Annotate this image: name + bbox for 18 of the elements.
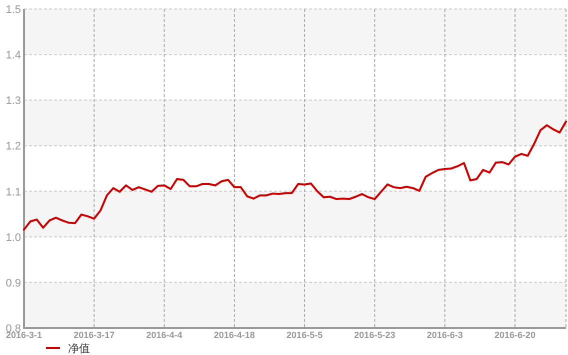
y-tick-label: 1.3: [6, 95, 21, 108]
x-tick-label: 2016-3-17: [74, 330, 115, 340]
x-tick-label: 2016-5-23: [354, 330, 396, 340]
line-series: [23, 120, 567, 231]
legend-item: 净值: [46, 343, 90, 355]
y-tick-label: 1.5: [6, 4, 21, 16]
y-tick-label: 0.9: [6, 277, 21, 290]
x-tick-label: 2016-6-20: [494, 330, 536, 340]
x-tick-label: 2016-6-3: [426, 330, 463, 340]
x-tick-label: 2016-4-4: [146, 330, 182, 340]
y-tick-label: 1.2: [6, 140, 21, 153]
x-tick-label: 2016-5-5: [286, 330, 323, 340]
y-tick-label: 1.4: [6, 50, 21, 62]
legend-label: 净值: [68, 343, 90, 355]
x-tick-label: 2016-4-18: [214, 330, 255, 340]
y-tick-label: 1.0: [6, 232, 21, 244]
x-tick-label: 2016-3-1: [6, 330, 42, 340]
y-tick-label: 1.1: [6, 186, 21, 198]
